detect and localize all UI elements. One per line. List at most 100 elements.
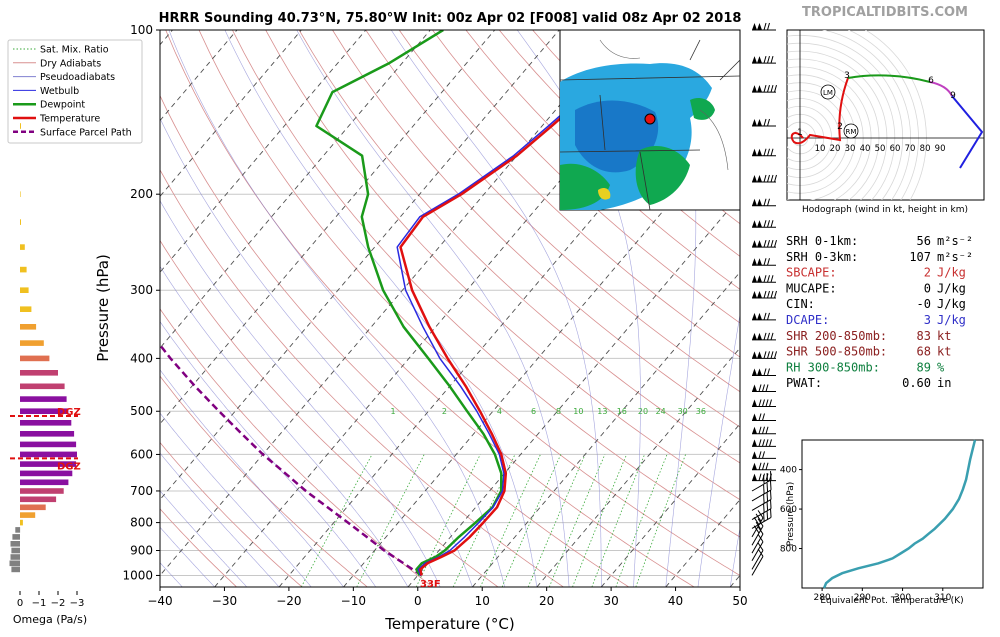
omega-bar xyxy=(20,340,44,346)
isotherm xyxy=(600,423,740,587)
mixing-ratio-label: 6 xyxy=(531,407,536,416)
radar-map-inset xyxy=(559,29,741,211)
omega-tick-label: −1 xyxy=(32,598,47,609)
x-tick-label: 30 xyxy=(603,594,618,608)
hodograph-trace-9km-plus xyxy=(951,95,984,169)
dry-adiabat xyxy=(498,30,740,257)
index-name: MUCAPE: xyxy=(786,281,837,295)
dgz-label: DGZ xyxy=(57,461,81,472)
isotherm xyxy=(407,195,740,587)
wind-barb xyxy=(751,510,764,538)
omega-bar xyxy=(9,560,20,567)
index-unit: J/kg xyxy=(937,266,966,280)
site-watermark: TROPICALTIDBITS.COM xyxy=(802,5,968,20)
mixing-ratio-line xyxy=(356,454,425,587)
theta-e-x-tick: 290 xyxy=(854,593,871,603)
skewt-ylabel: Pressure (hPa) xyxy=(94,254,112,362)
omega-bar xyxy=(20,479,69,486)
pseudoadiabat xyxy=(160,321,376,587)
isotherm xyxy=(472,271,740,587)
x-tick-label: 10 xyxy=(475,594,490,608)
theta-e-ylabel: Pressure (hPa) xyxy=(786,482,796,547)
dry-adiabat xyxy=(160,508,237,587)
omega-bar xyxy=(20,519,23,526)
wind-barb xyxy=(752,118,776,127)
pseudoadiabat xyxy=(160,412,312,587)
x-tick-label: 50 xyxy=(732,594,747,608)
dry-adiabat xyxy=(465,30,740,290)
index-name: SBCAPE: xyxy=(786,266,837,280)
hodograph-ring-label: 20 xyxy=(830,144,841,154)
index-unit: m²s⁻² xyxy=(937,234,973,248)
hodograph-ring-label: 40 xyxy=(860,144,871,154)
y-tick-label: 900 xyxy=(130,543,153,557)
hodograph-ring-label: 10 xyxy=(815,144,826,154)
isotherm xyxy=(214,30,689,587)
wind-barb xyxy=(752,312,776,321)
mixing-ratio-line xyxy=(615,454,668,587)
omega-bar xyxy=(20,496,57,503)
hodograph-caption: Hodograph (wind in kt, height in km) xyxy=(802,205,968,215)
wind-barb xyxy=(751,548,764,576)
dry-adiabat xyxy=(198,30,740,576)
mixing-ratio-label: 2 xyxy=(442,407,447,416)
omega-bar xyxy=(20,488,64,494)
x-tick-label: 20 xyxy=(539,594,554,608)
dry-adiabat xyxy=(432,30,740,324)
index-value: 68 xyxy=(917,345,931,359)
omega-bar xyxy=(20,451,77,458)
omega-bar xyxy=(20,396,67,402)
index-name: PWAT: xyxy=(786,376,822,390)
dewpoint-line xyxy=(315,30,503,577)
index-name: SRH 0-1km: xyxy=(786,234,858,248)
isotherm xyxy=(536,347,740,587)
pseudoadiabat xyxy=(662,30,697,587)
x-tick-label: −30 xyxy=(212,594,237,608)
mixing-ratio-label: 20 xyxy=(638,407,648,416)
index-name: SRH 0-3km: xyxy=(786,250,858,264)
omega-bar xyxy=(20,420,72,426)
temperature-line xyxy=(399,30,654,576)
omega-bar xyxy=(20,355,50,362)
mixing-ratio-label: 24 xyxy=(656,407,666,416)
hodograph-ring-label: 60 xyxy=(890,144,901,154)
y-tick-label: 300 xyxy=(130,283,153,297)
y-tick-label: 100 xyxy=(130,23,153,37)
x-tick-label: −20 xyxy=(276,594,301,608)
legend-label: Wetbulb xyxy=(40,86,79,97)
wind-barb xyxy=(752,439,776,447)
omega-bar xyxy=(20,123,21,129)
dry-adiabat xyxy=(160,169,564,587)
theta-e-y-tick: 600 xyxy=(780,505,797,515)
theta-e-y-tick: 400 xyxy=(780,466,797,476)
mixing-ratio-label: 8 xyxy=(556,407,561,416)
y-tick-label: 500 xyxy=(130,404,153,418)
pseudoadiabat xyxy=(160,452,280,587)
hodograph-ring-label: 90 xyxy=(935,144,946,154)
wind-barb xyxy=(751,526,764,554)
x-tick-label: 0 xyxy=(414,594,422,608)
dgz-label: DGZ xyxy=(57,407,81,418)
mixing-ratio-line xyxy=(548,454,606,587)
index-unit: kt xyxy=(937,345,951,359)
indices-table: SRH 0-1km: 56 m²s⁻² SRH 0-3km: 107 m²s⁻² SBCAP… xyxy=(786,234,973,390)
mixing-ratio-line xyxy=(635,454,686,587)
hodograph-km-label: 9 xyxy=(950,91,956,101)
omega-bar xyxy=(20,512,36,518)
wind-barb xyxy=(752,351,777,359)
hodograph-ring-label: 70 xyxy=(905,144,916,154)
dry-adiabat xyxy=(160,441,303,587)
isotherm xyxy=(160,30,560,501)
y-tick-label: 400 xyxy=(130,351,153,365)
pseudoadiabat xyxy=(390,30,602,587)
legend-label: Dry Adiabats xyxy=(40,58,101,69)
x-tick-label: −40 xyxy=(147,594,172,608)
hodograph-km-label: 3 xyxy=(844,71,850,81)
theta-e-panel: 280 290 300 310 400 600 800 Equivalent Pot. Te… xyxy=(780,439,984,606)
wind-barb xyxy=(752,174,777,183)
omega-bar xyxy=(12,534,20,540)
omega-bar xyxy=(20,191,21,197)
y-tick-label: 200 xyxy=(130,187,153,201)
wind-barb xyxy=(752,332,776,341)
omega-bar xyxy=(10,541,20,547)
